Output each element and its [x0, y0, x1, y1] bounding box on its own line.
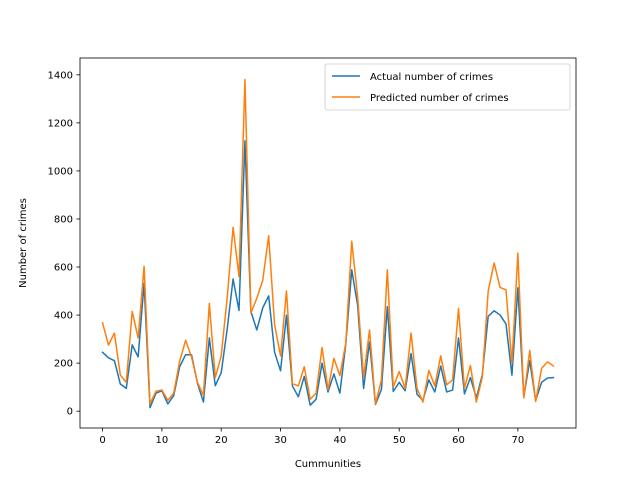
x-tick-label: 20	[215, 435, 228, 446]
series-line-actual	[101, 140, 555, 409]
x-axis-ticks: 0 10 20 30 40 50 60 70	[99, 428, 524, 446]
y-axis-label: Number of crimes	[18, 198, 29, 288]
y-tick-label: 400	[54, 311, 73, 322]
plot-lines	[101, 78, 555, 409]
y-tick-label: 600	[54, 263, 73, 274]
y-tick-label: 1000	[48, 166, 73, 177]
legend-label-predicted: Predicted number of crimes	[370, 93, 509, 104]
x-tick-label: 50	[393, 435, 406, 446]
legend-box	[324, 63, 571, 111]
y-tick-label: 200	[54, 359, 73, 370]
y-tick-label: 1400	[48, 70, 73, 81]
axes-frame	[79, 57, 577, 429]
y-axis-ticks: 0 200 400 600 800 1000 1200 1400	[48, 70, 80, 418]
x-tick-label: 60	[452, 435, 465, 446]
series-line-predicted	[101, 78, 555, 405]
x-tick-label: 10	[156, 435, 169, 446]
x-tick-label: 40	[333, 435, 346, 446]
y-tick-label: 800	[54, 214, 73, 225]
legend: Actual number of crimes Predicted number…	[324, 63, 571, 111]
y-tick-label: 1200	[48, 118, 73, 129]
y-tick-label: 0	[67, 407, 73, 418]
legend-label-actual: Actual number of crimes	[370, 72, 493, 83]
x-axis-label: Cummunities	[295, 459, 361, 470]
x-tick-label: 30	[274, 435, 287, 446]
x-tick-label: 0	[99, 435, 105, 446]
x-tick-label: 70	[511, 435, 524, 446]
